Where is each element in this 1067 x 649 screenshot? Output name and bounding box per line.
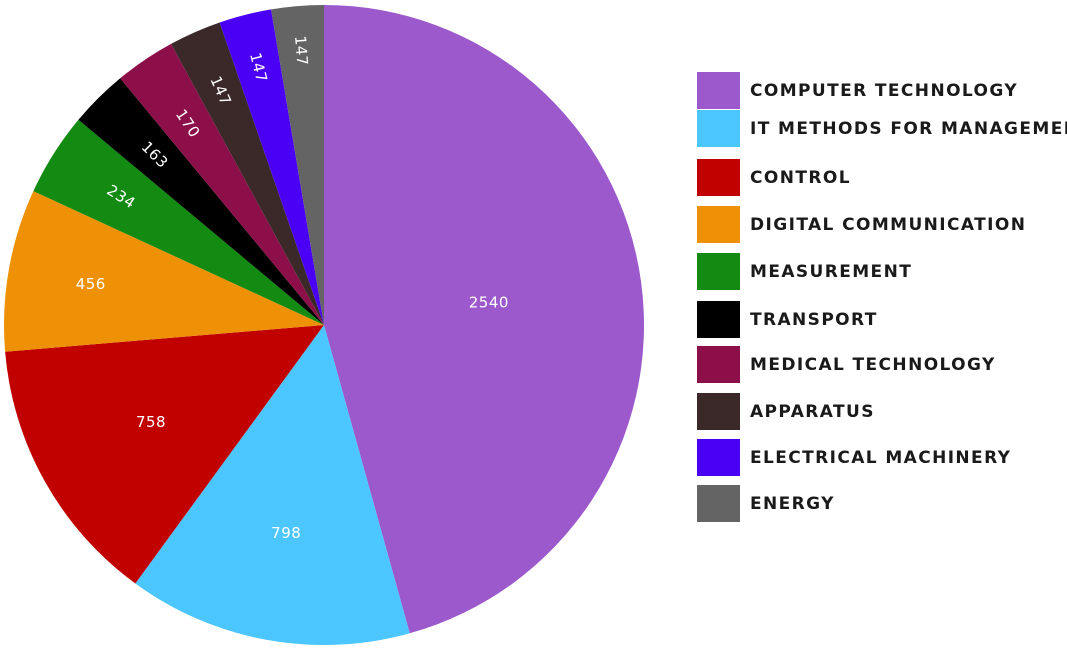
legend-label: MEASUREMENT [750,262,912,282]
legend-label: MEDICAL TECHNOLOGY [750,355,996,375]
legend-swatch [697,110,740,147]
pie-chart: 2540798758456234163170147147147 [0,0,650,649]
legend-item-transport: TRANSPORT [697,301,878,338]
slice-value-label: 798 [271,524,301,542]
legend-item-measurement: MEASUREMENT [697,253,912,290]
legend-swatch [697,253,740,290]
legend-item-control: CONTROL [697,159,851,196]
legend-swatch [697,159,740,196]
legend-item-computer-technology: COMPUTER TECHNOLOGY [697,72,1018,109]
legend-swatch [697,301,740,338]
legend-swatch [697,72,740,109]
legend-item-electrical-machinery: ELECTRICAL MACHINERY [697,439,1011,476]
slice-value-label: 758 [136,413,166,431]
legend-label: ENERGY [750,494,835,514]
legend-item-apparatus: APPARATUS [697,393,875,430]
legend-swatch [697,485,740,522]
slice-value-label: 147 [291,35,311,67]
legend-item-digital-communication: DIGITAL COMMUNICATION [697,206,1026,243]
legend-swatch [697,346,740,383]
chart-legend: COMPUTER TECHNOLOGY IT METHODS FOR MANAG… [697,0,1067,649]
legend-label: DIGITAL COMMUNICATION [750,215,1026,235]
pie-slices [4,5,644,645]
legend-swatch [697,393,740,430]
legend-label: APPARATUS [750,402,875,422]
legend-item-energy: ENERGY [697,485,835,522]
legend-item-it-methods-for-management: IT METHODS FOR MANAGEMENT [697,110,1067,147]
slice-value-label: 2540 [469,294,509,312]
legend-label: TRANSPORT [750,310,878,330]
legend-swatch [697,206,740,243]
legend-swatch [697,439,740,476]
legend-label: ELECTRICAL MACHINERY [750,448,1011,468]
legend-label: COMPUTER TECHNOLOGY [750,81,1018,101]
legend-item-medical-technology: MEDICAL TECHNOLOGY [697,346,996,383]
legend-label: CONTROL [750,168,851,188]
slice-value-label: 456 [76,275,106,293]
legend-label: IT METHODS FOR MANAGEMENT [750,119,1067,139]
